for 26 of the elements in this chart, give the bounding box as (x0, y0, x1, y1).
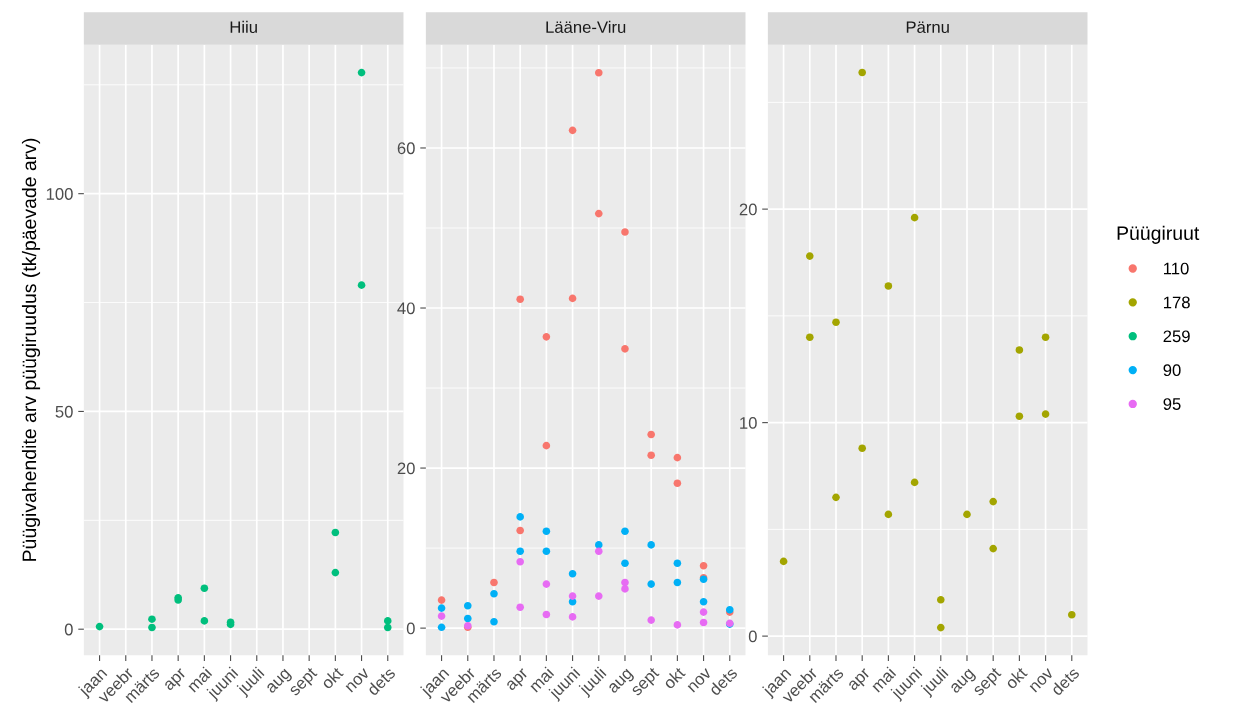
y-tick-label: 60 (397, 142, 415, 155)
y-axis-title: Püügivahendite arv püügiruudus (tk/päevade arv) (21, 138, 41, 561)
x-tick-label: apr (163, 668, 189, 694)
legend-label: 90 (1163, 364, 1181, 377)
chart-title: Pärnu (906, 21, 949, 34)
y-tick-label: 100 (46, 188, 73, 200)
y-tick-label: 0 (64, 623, 73, 636)
x-tick-label: okt (1004, 665, 1028, 690)
x-tick-label: okt (320, 665, 344, 690)
x-tick-label: okt (662, 665, 686, 690)
x-tick-label: apr (847, 668, 873, 694)
legend-title: Püügiruut (1117, 225, 1200, 244)
legend-label: 259 (1163, 330, 1190, 343)
y-tick-label: 50 (55, 405, 73, 418)
y-tick-label: 20 (739, 203, 757, 216)
legend-label: 178 (1164, 296, 1190, 309)
y-tick-label: 0 (748, 630, 757, 643)
chart-title: Hiiu (230, 20, 257, 34)
x-tick-label: apr (505, 668, 531, 694)
legend-label: 95 (1163, 398, 1181, 410)
y-tick-label: 0 (406, 622, 415, 635)
chart-title: Lääne-Viru (546, 20, 626, 34)
legend-label: 110 (1164, 262, 1189, 275)
y-tick-label: 40 (397, 302, 415, 315)
y-tick-label: 20 (397, 462, 415, 475)
y-tick-label: 10 (740, 417, 757, 429)
